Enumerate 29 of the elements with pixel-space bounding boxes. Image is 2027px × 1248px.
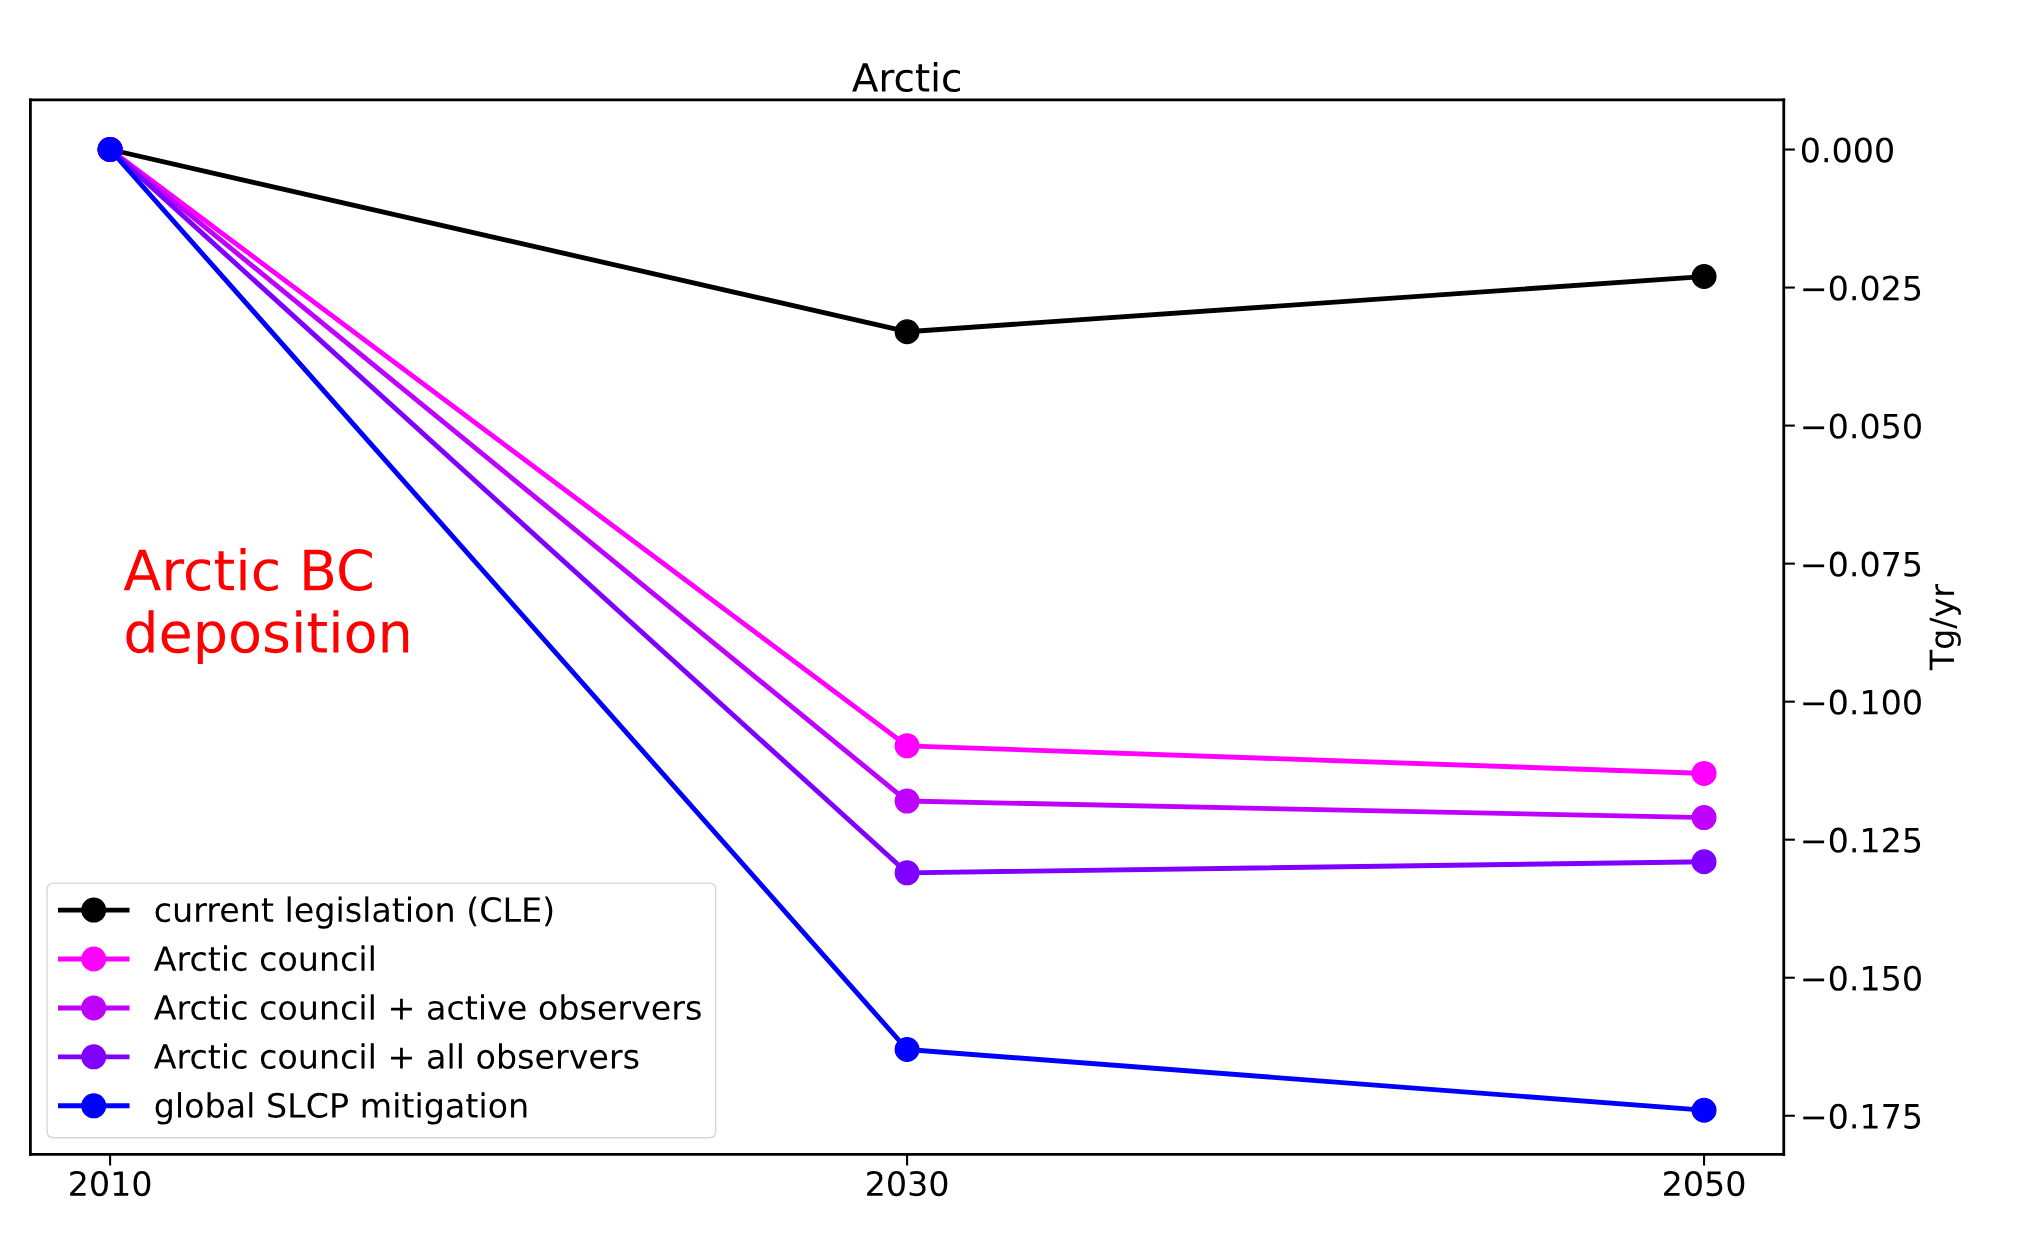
y-tick-label: −0.100 (1803, 689, 1921, 715)
y-tick-label: 0.000 (1801, 137, 1893, 163)
legend-label: current legislation (CLE) (155, 896, 553, 929)
point (894, 788, 920, 814)
legend-label: Arctic council + all observers (154, 1043, 639, 1070)
point (894, 860, 920, 886)
y-tick-label: −0.025 (1803, 275, 1921, 301)
y-tick-label: −0.175 (1803, 1103, 1921, 1129)
point (1691, 849, 1717, 875)
y-axis-title: Tg/yr (1929, 584, 1961, 671)
annotation: Arctic BC deposition (123, 548, 409, 665)
y-tick-label: −0.150 (1803, 965, 1921, 991)
x-tick-label: 2030 (867, 1170, 948, 1197)
chart-title: Arctic (852, 61, 960, 93)
y-tick-label: −0.075 (1803, 551, 1921, 577)
legend-label: Arctic council + active observers (154, 994, 701, 1021)
point (1691, 760, 1717, 786)
legend-label: global SLCP mitigation (155, 1092, 527, 1125)
point (1691, 805, 1717, 831)
y-tick-label: −0.125 (1803, 827, 1921, 853)
point (894, 319, 920, 345)
x-tick-label: 2010 (70, 1170, 151, 1197)
x-tick-label: 2050 (1664, 1170, 1745, 1197)
point (894, 1036, 920, 1062)
legend-label: Arctic council (154, 945, 374, 972)
point (1691, 264, 1717, 290)
y-tick-label: −0.050 (1803, 413, 1921, 439)
point (1691, 1097, 1717, 1123)
point (894, 733, 920, 759)
